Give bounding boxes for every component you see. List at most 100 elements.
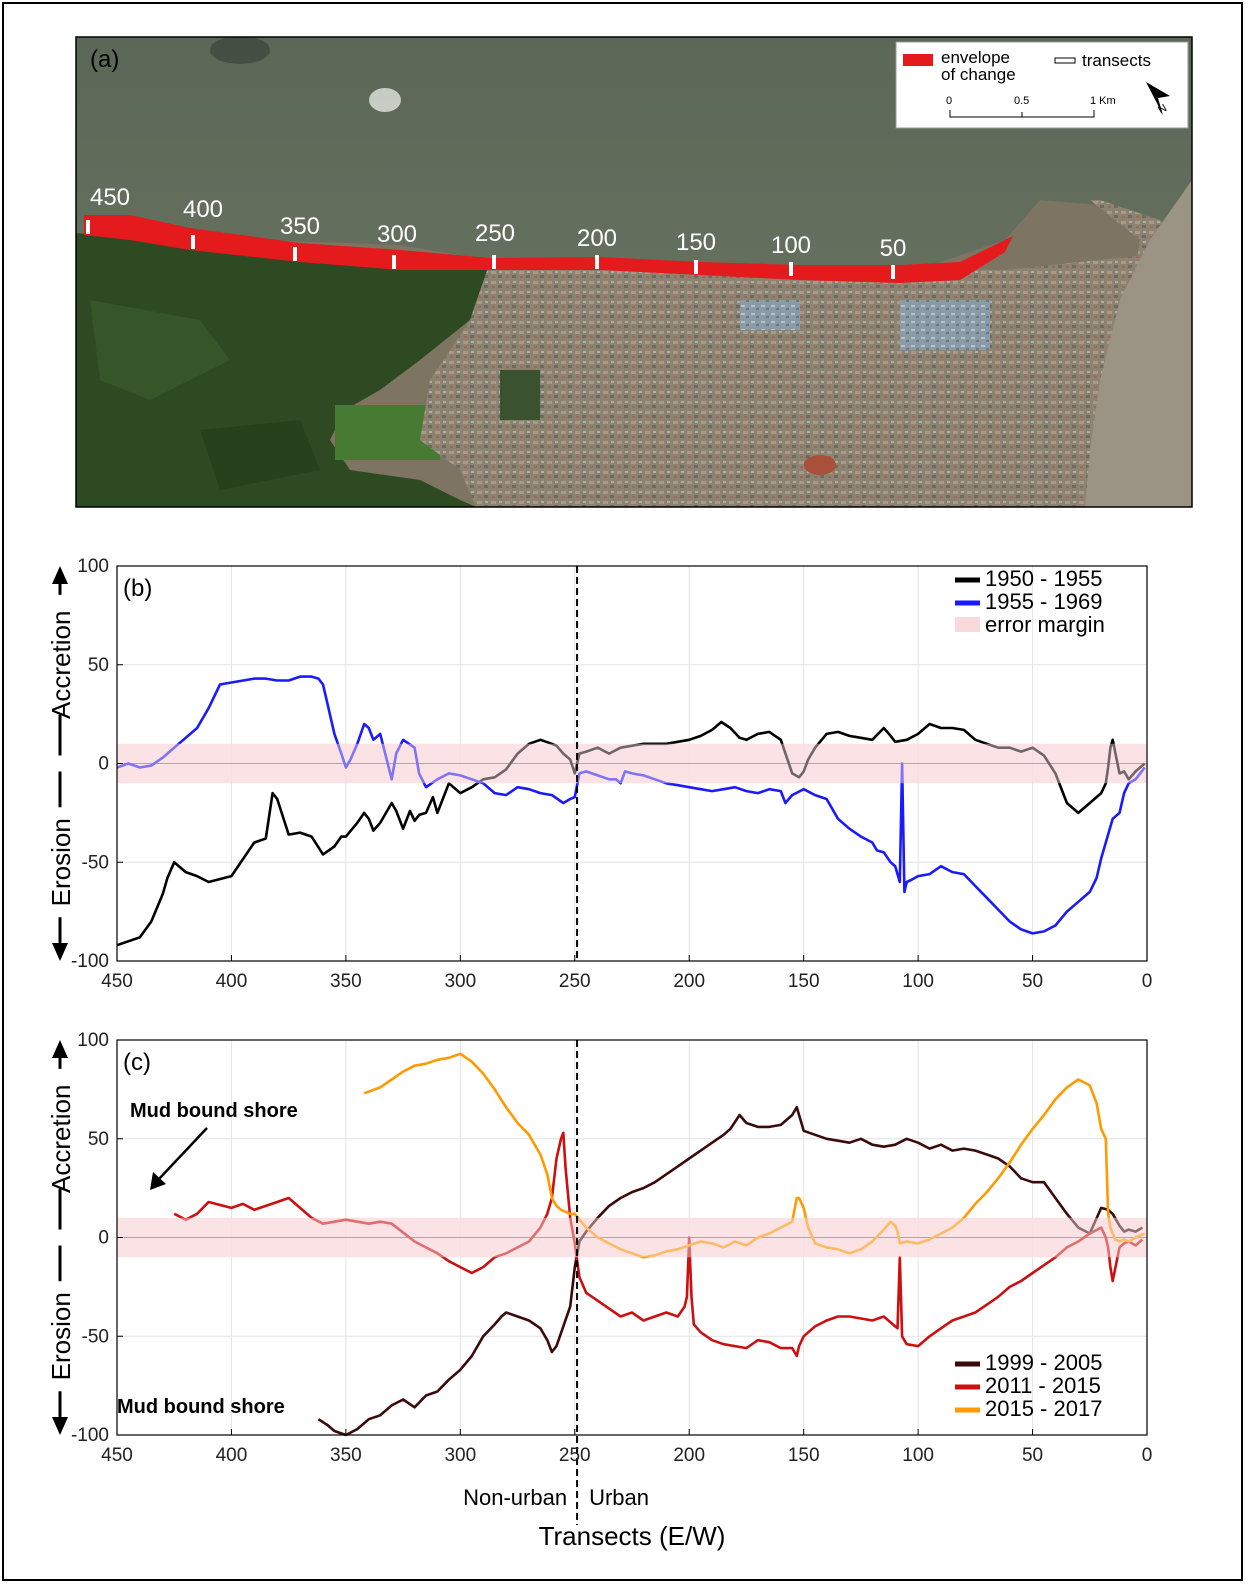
label-bg xyxy=(42,594,78,715)
legend-entry-1: 1955 - 1969 xyxy=(985,589,1102,614)
envelope-swatch xyxy=(903,54,933,66)
transect-mark-50 xyxy=(891,265,895,279)
arrow-down-icon xyxy=(52,1417,68,1435)
transect-label-250: 250 xyxy=(475,220,515,247)
panel-a-map: 450 400 350 300 250 200 150 100 50 xyxy=(76,37,1192,507)
label-bg xyxy=(42,1281,78,1392)
envelope-of-change xyxy=(84,215,1013,283)
transect-mark-100 xyxy=(789,262,793,276)
transect-labels: 450 400 350 300 250 200 150 100 50 xyxy=(90,184,906,262)
xtick-label: 200 xyxy=(673,1445,705,1466)
map-border xyxy=(75,36,1193,508)
legend-envelope-1: envelope xyxy=(941,48,1010,67)
transect-mark-450 xyxy=(86,220,90,234)
legend-entry-2: 2015 - 2017 xyxy=(985,1396,1102,1421)
ylabel-accretion: Accretion xyxy=(46,1085,76,1193)
error-margin-overlay xyxy=(117,1217,1147,1258)
series-line-2 xyxy=(363,1052,1146,1259)
series-line-1 xyxy=(116,675,1146,935)
xtick-label: 400 xyxy=(216,971,248,992)
panel-a-label: (a) xyxy=(90,46,119,73)
transect-mark-250 xyxy=(492,255,496,269)
ytick-label: -100 xyxy=(71,1425,109,1446)
arrow-icon xyxy=(150,1172,166,1190)
arrow-down-icon xyxy=(52,943,68,961)
ytick-label: 100 xyxy=(77,1030,109,1051)
chart-b: 450 400 350 300 250 200 150 100 50 0 100 50 0 -50 -100… xyxy=(42,556,1152,992)
vegetation-area xyxy=(76,233,490,507)
xtick-label: 200 xyxy=(673,971,705,992)
xtick-label: 100 xyxy=(902,971,934,992)
xtick-label: 300 xyxy=(444,1445,476,1466)
panel-label: (c) xyxy=(123,1049,151,1076)
error-margin-overlay xyxy=(117,743,1147,784)
xtick-label: 0 xyxy=(1142,971,1153,992)
xtick-label: 450 xyxy=(101,1445,133,1466)
transects-swatch xyxy=(1054,57,1076,64)
series-line-1 xyxy=(173,1131,1144,1358)
ytick-label: 0 xyxy=(98,1228,109,1249)
legend-envelope-2: of change xyxy=(941,65,1016,84)
legend-entry-0: 1999 - 2005 xyxy=(985,1350,1102,1375)
label-bg xyxy=(42,807,78,918)
xtick-label: 450 xyxy=(101,971,133,992)
transect-mark-150 xyxy=(694,260,698,274)
scale-0: 0 xyxy=(946,95,952,107)
transect-label-200: 200 xyxy=(577,225,617,252)
annotation-mud-bottom: Mud bound shore xyxy=(117,1396,285,1418)
ytick-label: 0 xyxy=(98,754,109,775)
ytick-label: 100 xyxy=(77,556,109,577)
transect-mark-350 xyxy=(293,247,297,261)
xtick-label: 50 xyxy=(1022,1445,1043,1466)
x-axis-title: Transects (E/W) xyxy=(539,1521,726,1551)
ytick-label: -100 xyxy=(71,951,109,972)
chart-c: 450 400 350 300 250 200 150 100 50 0 100 50 0 -50 -100… xyxy=(42,1030,1152,1551)
series-line-0 xyxy=(116,720,1146,947)
transect-label-50: 50 xyxy=(880,235,907,262)
xtick-label: 400 xyxy=(216,1445,248,1466)
xtick-label: 50 xyxy=(1022,971,1043,992)
ytick-label: 50 xyxy=(88,1129,109,1150)
legend-error-margin: error margin xyxy=(985,612,1105,637)
scale-1km: 1 Km xyxy=(1090,95,1116,107)
xtick-label: 250 xyxy=(559,971,591,992)
transect-label-350: 350 xyxy=(280,213,320,240)
ytick-label: -50 xyxy=(82,1326,109,1347)
transect-label-450: 450 xyxy=(90,184,130,211)
legend-swatch-error xyxy=(955,617,980,632)
sea-shade xyxy=(210,37,270,64)
transect-mark-400 xyxy=(191,235,195,249)
xtick-label: 250 xyxy=(559,1445,591,1466)
transect-markers xyxy=(86,220,895,279)
arrow-up-icon xyxy=(52,566,68,584)
transect-label-300: 300 xyxy=(377,221,417,248)
xtick-label: 150 xyxy=(788,971,820,992)
panel-label: (b) xyxy=(123,575,152,602)
ytick-label: 50 xyxy=(88,655,109,676)
transect-label-400: 400 xyxy=(183,196,223,223)
legend-transects: transects xyxy=(1082,51,1151,70)
transect-label-150: 150 xyxy=(676,229,716,256)
xtick-label: 350 xyxy=(330,971,362,992)
xtick-label: 100 xyxy=(902,1445,934,1466)
scale-bar xyxy=(949,110,1095,118)
transect-mark-300 xyxy=(392,255,396,269)
region-urban: Urban xyxy=(589,1485,649,1510)
series-line-0 xyxy=(317,1105,1144,1437)
xtick-label: 150 xyxy=(788,1445,820,1466)
ylabel-accretion: Accretion xyxy=(46,611,76,719)
arrow-up-icon xyxy=(52,1040,68,1058)
xtick-label: 350 xyxy=(330,1445,362,1466)
annotation-mud-top: Mud bound shore xyxy=(130,1100,298,1122)
transect-mark-200 xyxy=(595,255,599,269)
map-legend: envelope of change transects 0 0.5 1 Km … xyxy=(895,41,1189,129)
ytick-label: -50 xyxy=(82,852,109,873)
ylabel-erosion: Erosion xyxy=(46,818,76,906)
transect-label-100: 100 xyxy=(771,232,811,259)
legend-entry-0: 1950 - 1955 xyxy=(985,566,1102,591)
urban-area xyxy=(420,250,1192,507)
annotation-arrow-line xyxy=(157,1127,208,1181)
legend-entry-1: 2011 - 2015 xyxy=(985,1373,1101,1398)
